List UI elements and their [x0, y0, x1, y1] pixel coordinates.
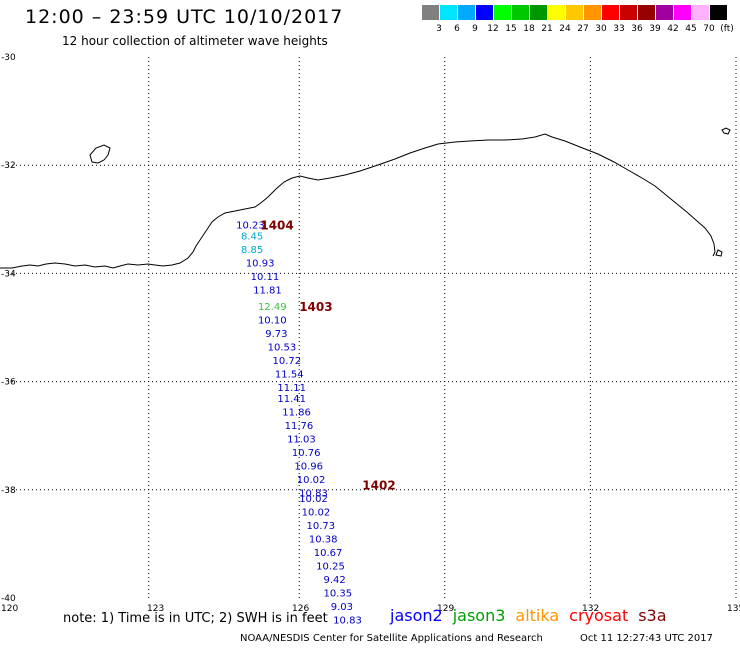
wave-height-label: 9.73 [265, 329, 287, 340]
wave-height-label: 9.03 [331, 602, 353, 613]
wave-height-label: 11.54 [275, 369, 304, 380]
wave-height-label: 11.03 [287, 434, 316, 445]
kangaroo-island [89, 144, 111, 164]
scale-swatch [674, 5, 691, 20]
scale-swatch [692, 5, 709, 20]
wave-height-label: 11.41 [277, 394, 306, 405]
generation-timestamp: Oct 11 12:27:43 UTC 2017 [580, 633, 713, 644]
satellite-legend: jason2 jason3 altika cryosat s3a [390, 606, 677, 625]
wave-height-label: 10.02 [297, 475, 326, 486]
longitude-label: 135 [727, 604, 740, 614]
scale-label: 3 [436, 24, 442, 34]
scale-label: 33 [613, 24, 625, 34]
wave-height-label: 10.38 [309, 534, 338, 545]
scale-swatch [494, 5, 511, 20]
scale-label: 18 [523, 24, 535, 34]
scale-label: 24 [559, 24, 571, 34]
coast-detail-east [715, 127, 731, 257]
scale-label: 39 [649, 24, 661, 34]
wave-height-label: 9.42 [323, 575, 345, 586]
scale-label: 30 [595, 24, 607, 34]
scale-label: 9 [472, 24, 478, 34]
longitude-label: 129 [437, 604, 454, 614]
footnote: note: 1) Time is in UTC; 2) SWH is in fe… [63, 611, 328, 626]
wave-height-label: 10.73 [306, 521, 335, 532]
wave-height-label: 10.11 [251, 272, 280, 283]
scale-label: 27 [577, 24, 589, 34]
latitude-label: -40 [1, 594, 16, 604]
scale-label: 42 [667, 24, 679, 34]
latitude-label: -38 [1, 486, 16, 496]
scale-unit: (ft) [720, 24, 734, 34]
satellite-legend-entry: jason2 [390, 606, 443, 625]
longitude-label: 123 [147, 604, 164, 614]
latitude-label: -34 [1, 269, 16, 279]
wave-height-label: 11.86 [282, 407, 311, 418]
scale-label: 70 [703, 24, 715, 34]
scale-swatch [656, 5, 673, 20]
wave-height-readings: 10.238.45 8.85 10.93 10.11 11.81 12.49 10.10 9.… [236, 219, 396, 627]
wave-height-label: 10.76 [292, 448, 321, 459]
color-scale-legend: 3 6 9 12 15 18 21 24 27 30 33 36 39 42 45 70 (ft) [422, 5, 740, 37]
scale-swatch [422, 5, 439, 20]
wave-height-label: 10.96 [294, 461, 323, 472]
satellite-legend-entry: s3a [638, 606, 667, 625]
scale-swatch [620, 5, 637, 20]
wave-height-label: 8.85 [241, 245, 263, 256]
wave-height-label: 10.53 [268, 342, 297, 353]
scale-swatch [530, 5, 547, 20]
wave-height-label: 8.45 [241, 232, 263, 243]
wave-height-label: 10.02 [302, 507, 331, 518]
credit-line: NOAA/NESDIS Center for Satellite Applica… [240, 633, 543, 644]
scale-swatch [602, 5, 619, 20]
map-title: 12:00 – 23:59 UTC 10/10/2017 [25, 6, 344, 28]
wave-height-label: 10.10 [258, 315, 287, 326]
pass-number-label: 1403 [299, 300, 332, 314]
scale-label: 36 [631, 24, 643, 34]
satellite-legend-entry: cryosat [569, 606, 629, 625]
scale-swatch [548, 5, 565, 20]
wave-height-label: 11.81 [253, 286, 282, 297]
scale-swatch [638, 5, 655, 20]
scale-swatch [584, 5, 601, 20]
satellite-legend-entry: jason3 [452, 606, 506, 625]
wave-height-label: 10.35 [323, 589, 352, 600]
wave-height-label: 11.76 [285, 421, 314, 432]
scale-label: 15 [505, 24, 517, 34]
pass-number-label: 1404 [260, 219, 293, 233]
scale-label: 6 [454, 24, 460, 34]
longitude-label: 132 [582, 604, 599, 614]
scale-swatch [710, 5, 727, 20]
wave-height-label: 10.25 [316, 562, 345, 573]
wave-height-label: 10.02 [299, 494, 328, 505]
wave-height-label: 10.83 [299, 489, 328, 500]
longitude-label: 120 [1, 604, 18, 614]
scale-label: 12 [487, 24, 499, 34]
scale-label: 45 [685, 24, 697, 34]
scale-swatch [440, 5, 457, 20]
wave-height-label: 10.23 [236, 221, 265, 232]
wave-height-label: 10.83 [333, 616, 362, 627]
latitude-label: -30 [1, 53, 16, 63]
wave-height-label: 12.49 [258, 302, 287, 313]
scale-swatch [458, 5, 475, 20]
scale-swatch [566, 5, 583, 20]
scale-swatch [512, 5, 529, 20]
wave-height-label: 11.11 [277, 383, 306, 394]
wave-height-label: 10.72 [273, 356, 302, 367]
map-subtitle: 12 hour collection of altimeter wave hei… [62, 34, 328, 48]
latitude-label: -32 [1, 161, 16, 171]
longitude-label: 126 [292, 604, 309, 614]
wave-height-label: 10.93 [246, 259, 275, 270]
pass-number-label: 1402 [362, 478, 395, 492]
latitude-label: -36 [1, 378, 16, 388]
scale-swatch [476, 5, 493, 20]
satellite-legend-entry: altika [515, 606, 560, 625]
scale-label: 21 [541, 24, 553, 34]
wave-height-label: 10.67 [314, 548, 343, 559]
australia-coastline [0, 133, 716, 269]
